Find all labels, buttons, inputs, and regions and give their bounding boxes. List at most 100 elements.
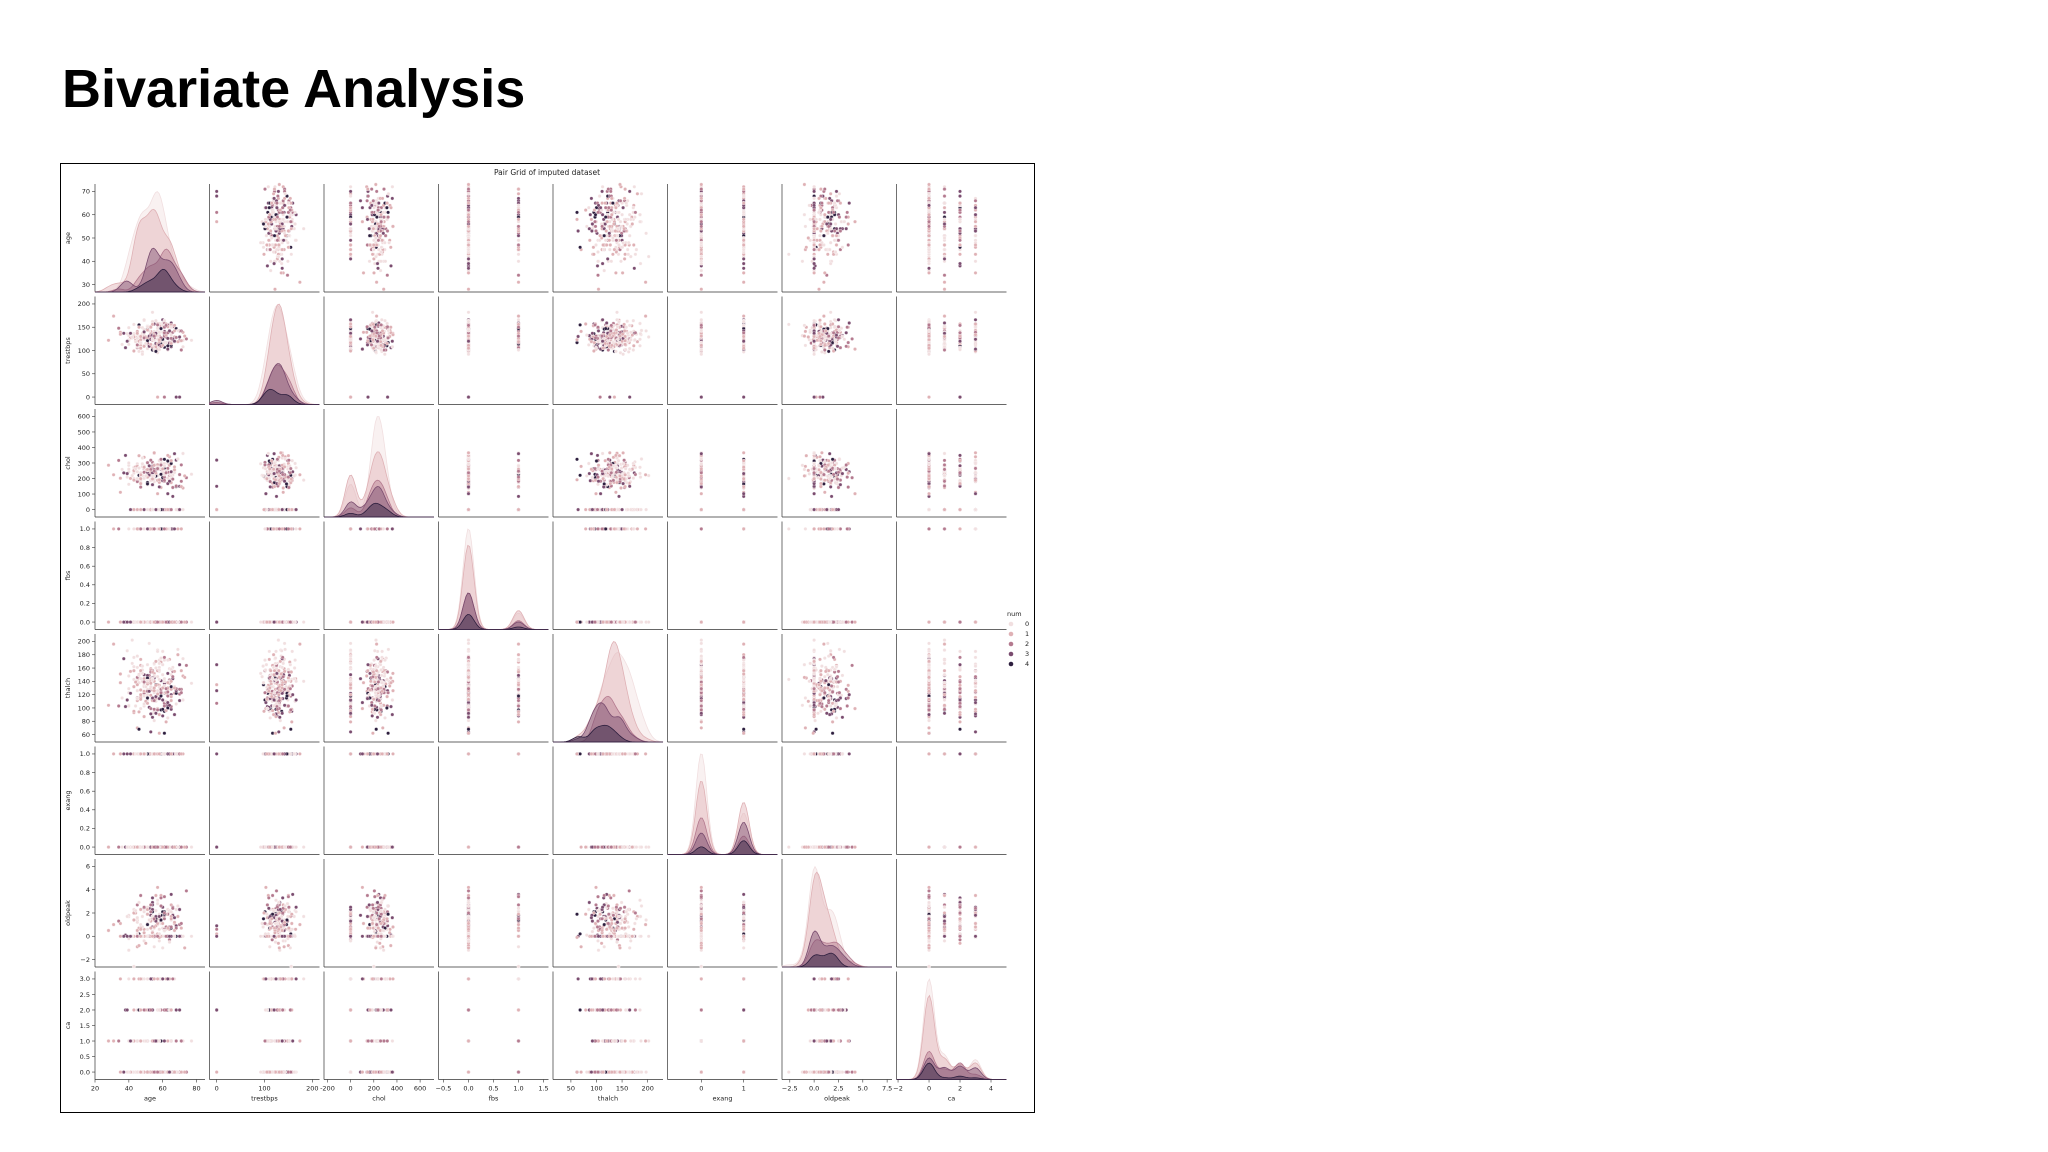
point-thalch-chol-139: [617, 453, 622, 458]
point-ca-trestbps-54: [973, 310, 978, 315]
point-oldpeak-trestbps-239: [812, 331, 816, 336]
point-ca-age-202: [973, 229, 978, 233]
point-thalch-age-234: [620, 271, 625, 275]
point-ca-age-249: [927, 191, 931, 196]
point-exang-age-250: [741, 210, 746, 215]
point-oldpeak-age-230: [826, 201, 831, 205]
point-thalch-chol-167: [606, 457, 611, 462]
point-oldpeak-age-161: [822, 233, 826, 238]
point-thalch-age-130: [597, 238, 602, 243]
slide-title: Bivariate Analysis: [62, 59, 526, 119]
point-thalch-trestbps-208: [615, 324, 620, 329]
point-age-chol-44: [126, 482, 131, 487]
point-oldpeak-age-171: [812, 184, 816, 189]
point-thalch-trestbps-225: [628, 330, 633, 335]
point-fbs-age-258: [466, 243, 471, 247]
point-chol-trestbps-257: [382, 352, 387, 357]
point-age-chol-64: [118, 490, 123, 495]
point-chol-age-59: [381, 287, 386, 292]
point-thalch-trestbps-172: [627, 395, 632, 399]
point-ca-trestbps-131: [927, 395, 931, 399]
point-thalch-chol-249: [639, 457, 644, 461]
point-age-chol-107: [120, 467, 124, 472]
point-age-chol-158: [126, 461, 131, 465]
point-thalch-age-229: [596, 250, 600, 254]
pair-cell-trestbps-fbs: [438, 296, 549, 405]
point-thalch-trestbps-119: [598, 395, 602, 399]
point-chol-age-29: [372, 257, 376, 261]
point-ca-age-258: [927, 243, 931, 247]
point-age-chol-137: [121, 471, 126, 475]
point-chol-age-63: [358, 198, 363, 203]
point-thalch-chol-116: [578, 473, 582, 478]
point-fbs-chol-243: [466, 450, 471, 455]
point-age-chol-253: [138, 507, 143, 512]
point-thalch-trestbps-232: [617, 319, 621, 324]
point-exang-age-252: [741, 261, 746, 266]
point-thalch-trestbps-248: [593, 323, 597, 327]
point-oldpeak-age-247: [845, 210, 850, 215]
point-fbs-chol-259: [466, 474, 471, 478]
point-oldpeak-age-245: [812, 226, 816, 231]
point-thalch-trestbps-54: [615, 310, 619, 315]
point-thalch-age-221: [593, 224, 598, 229]
point-thalch-chol-86: [576, 507, 580, 512]
point-fbs-chol-254: [516, 469, 521, 474]
point-trestbps-age-163: [276, 189, 281, 194]
point-chol-trestbps-92: [385, 395, 390, 399]
point-oldpeak-age-134: [832, 238, 837, 243]
point-thalch-trestbps-250: [617, 340, 621, 345]
point-trestbps-chol-254: [277, 469, 282, 474]
point-fbs-age-16: [516, 259, 521, 264]
point-oldpeak-age-199: [828, 261, 833, 266]
point-oldpeak-age-259: [802, 182, 807, 187]
point-thalch-chol-30: [586, 461, 591, 466]
point-oldpeak-trestbps-258: [812, 346, 816, 351]
point-exang-trestbps-92: [741, 395, 746, 399]
point-oldpeak-trestbps-257: [812, 352, 816, 357]
point-ca-age-49: [942, 210, 947, 215]
point-thalch-trestbps-106: [579, 329, 583, 334]
point-thalch-trestbps-99: [604, 321, 609, 325]
point-chol-age-253: [348, 243, 353, 247]
point-thalch-trestbps-166: [600, 317, 605, 322]
pair-cell-age-chol: [323, 182, 434, 293]
point-oldpeak-age-47: [822, 280, 826, 285]
point-trestbps-age-186: [281, 238, 286, 243]
point-age-chol-238: [130, 473, 135, 478]
point-thalch-trestbps-92: [607, 395, 612, 399]
point-thalch-chol-246: [633, 472, 638, 477]
point-trestbps-chol-219: [264, 491, 268, 496]
point-oldpeak-age-181: [819, 229, 823, 233]
point-oldpeak-trestbps-162: [846, 340, 851, 345]
point-oldpeak-trestbps-253: [818, 334, 822, 339]
point-thalch-age-96: [603, 205, 608, 210]
point-chol-age-195: [366, 194, 371, 198]
point-ca-trestbps-222: [973, 322, 978, 326]
point-age-chol-227: [135, 507, 140, 512]
point-ca-age-208: [973, 233, 978, 238]
point-thalch-age-68: [600, 201, 604, 205]
point-ca-age-195: [942, 194, 947, 198]
point-thalch-age-163: [600, 189, 604, 194]
point-chol-trestbps-228: [365, 338, 370, 343]
pair-cell-age-exang: [667, 182, 778, 293]
point-fbs-chol-205: [516, 464, 521, 468]
point-thalch-chol-245: [622, 477, 626, 481]
point-age-trestbps-139: [137, 325, 141, 330]
point-age-chol-255: [160, 467, 165, 471]
point-oldpeak-age-88: [825, 252, 830, 257]
point-trestbps-chol-230: [269, 458, 274, 463]
point-age-chol-242: [135, 476, 140, 481]
point-thalch-chol-241: [623, 466, 628, 471]
point-oldpeak-age-142: [818, 217, 822, 222]
point-chol-trestbps-247: [372, 325, 377, 330]
point-age-chol-234: [118, 476, 123, 481]
point-trestbps-chol-239: [280, 507, 285, 512]
point-trestbps-chol-171: [266, 451, 271, 456]
point-thalch-trestbps-86: [576, 334, 580, 339]
point-oldpeak-age-194: [832, 201, 837, 205]
point-age-chol-254: [152, 469, 157, 474]
point-thalch-chol-204: [583, 507, 588, 512]
point-age-trestbps-131: [155, 395, 160, 399]
